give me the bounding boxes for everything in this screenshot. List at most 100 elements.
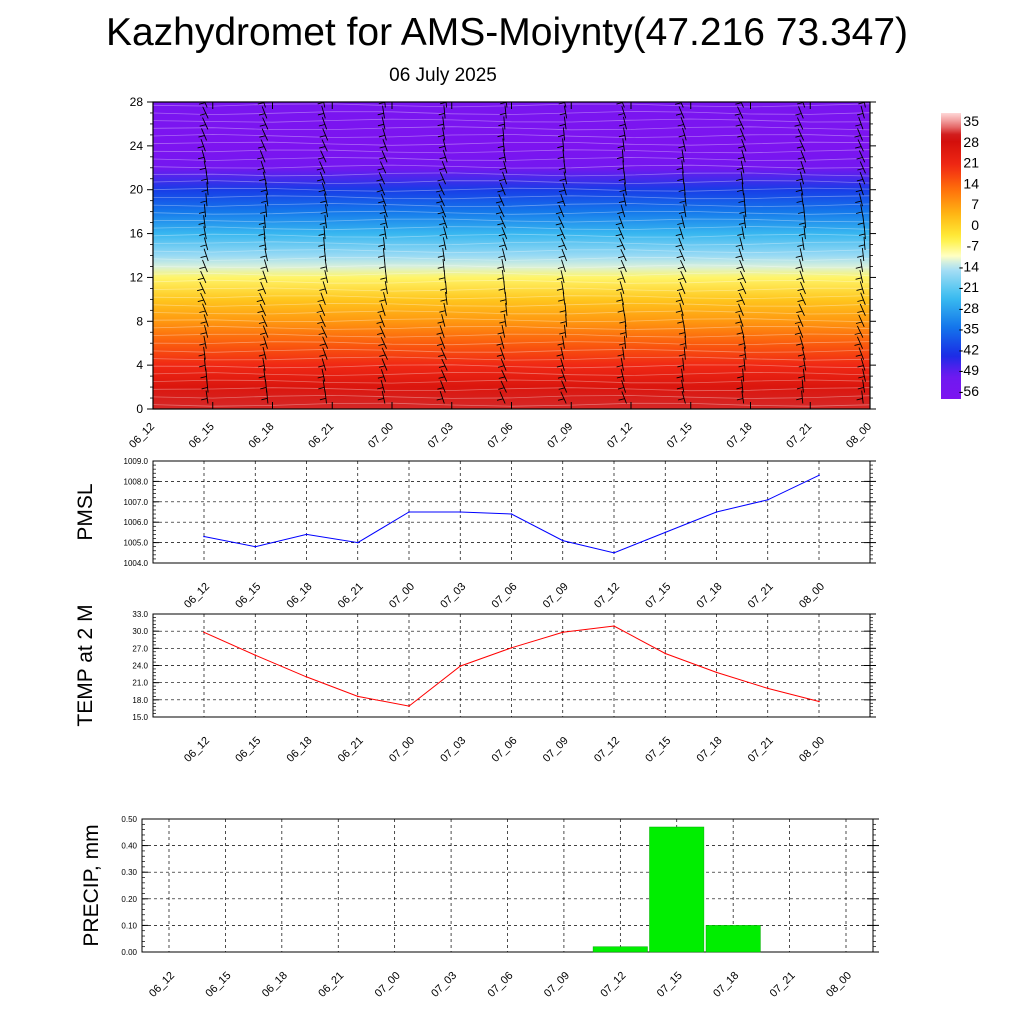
wind-barb bbox=[557, 193, 566, 207]
wind-barb bbox=[795, 128, 805, 141]
wind-barb bbox=[437, 204, 447, 218]
wind-barb bbox=[855, 270, 864, 283]
wind-barb bbox=[618, 171, 626, 185]
wind-barb bbox=[678, 204, 687, 218]
wind-barb bbox=[855, 204, 864, 218]
wind-barb bbox=[619, 116, 627, 130]
wind-barb bbox=[438, 237, 447, 251]
isotherm-line bbox=[153, 118, 870, 123]
wind-barb bbox=[739, 204, 747, 218]
xtick-label: 06_12 bbox=[182, 581, 212, 611]
wind-barb bbox=[736, 292, 746, 305]
wind-barb bbox=[198, 346, 206, 360]
wind-barb bbox=[796, 193, 804, 207]
wind-barb bbox=[200, 368, 208, 382]
isotherm-line bbox=[153, 379, 870, 384]
series-point bbox=[254, 654, 257, 656]
section-xtick-label: 06_21 bbox=[306, 421, 336, 451]
wind-barb bbox=[376, 325, 386, 338]
xtick-label: 07_12 bbox=[592, 735, 622, 765]
isotherm-line bbox=[153, 156, 870, 161]
wind-barb bbox=[320, 270, 329, 284]
wind-barb bbox=[257, 281, 267, 295]
wind-barb bbox=[437, 314, 446, 327]
section-xtick-label: 07_21 bbox=[784, 421, 814, 451]
wind-barb bbox=[317, 150, 327, 163]
wind-barb bbox=[855, 182, 864, 196]
colorbar-label: -42 bbox=[959, 341, 979, 357]
xtick-label: 07_06 bbox=[486, 970, 516, 1000]
wind-barb bbox=[795, 248, 804, 262]
wind-barb bbox=[258, 215, 266, 229]
wind-barb bbox=[318, 325, 328, 338]
ytick-label: 0.30 bbox=[121, 868, 137, 877]
isotherm-line bbox=[153, 218, 870, 223]
wind-barb bbox=[794, 117, 804, 130]
wind-barb bbox=[199, 160, 208, 174]
wind-barb bbox=[735, 237, 744, 251]
wind-barb bbox=[855, 139, 864, 152]
wind-barb bbox=[797, 160, 806, 174]
wind-barb bbox=[376, 314, 385, 327]
wind-barb bbox=[379, 292, 388, 305]
wind-barb bbox=[675, 106, 685, 119]
series-point bbox=[357, 695, 359, 698]
wind-barb bbox=[557, 138, 565, 152]
wind-barb bbox=[258, 368, 266, 382]
wind-barb bbox=[736, 390, 745, 404]
section-ytick-label: 16 bbox=[130, 227, 144, 241]
wind-barb bbox=[199, 117, 209, 130]
wind-barb bbox=[856, 390, 864, 404]
wind-barb bbox=[796, 303, 805, 316]
isotherm-line bbox=[153, 394, 870, 399]
wind-barb bbox=[495, 194, 505, 207]
wind-barb bbox=[258, 314, 268, 327]
wind-barb bbox=[856, 105, 865, 119]
wind-barb bbox=[857, 292, 866, 305]
xtick-label: 07_18 bbox=[695, 581, 725, 611]
wind-barb bbox=[437, 172, 447, 185]
wind-barb bbox=[798, 368, 806, 382]
wind-barb bbox=[319, 139, 328, 152]
wind-barb bbox=[496, 347, 506, 360]
precip-bar bbox=[649, 826, 705, 953]
wind-barb bbox=[616, 149, 624, 163]
xtick-label: 07_00 bbox=[387, 581, 417, 611]
wind-barb bbox=[259, 270, 268, 284]
xtick-label: 07_06 bbox=[490, 735, 520, 765]
wind-barb bbox=[200, 237, 209, 251]
wind-barb bbox=[560, 313, 568, 327]
isotherm-line bbox=[153, 126, 870, 131]
section-xtick-label: 06_15 bbox=[187, 421, 217, 451]
wind-barb bbox=[261, 390, 269, 404]
series-point bbox=[715, 511, 718, 513]
wind-barb bbox=[320, 193, 328, 207]
y-axis-title: PRECIP, mm bbox=[80, 824, 103, 946]
panel-frame bbox=[152, 613, 871, 718]
isotherm-line bbox=[153, 256, 870, 261]
wind-barb bbox=[498, 116, 506, 130]
isotherm-line bbox=[153, 149, 870, 154]
wind-barb bbox=[200, 325, 209, 338]
wind-barb bbox=[259, 237, 267, 251]
wind-barb bbox=[558, 380, 568, 393]
series-point bbox=[818, 474, 820, 477]
wind-barb bbox=[320, 259, 328, 272]
wind-barb bbox=[380, 281, 388, 294]
wind-barb bbox=[437, 116, 445, 130]
wind-barb bbox=[619, 324, 627, 338]
isotherm-line bbox=[153, 371, 870, 376]
wind-barb bbox=[201, 182, 209, 196]
wind-barb bbox=[557, 391, 567, 404]
isotherm-line bbox=[153, 180, 870, 185]
wind-barb bbox=[197, 270, 207, 284]
xtick-label: 07_09 bbox=[542, 970, 572, 1000]
wind-barb bbox=[618, 391, 627, 404]
isotherm-line bbox=[153, 356, 870, 361]
grid-lines bbox=[142, 819, 873, 952]
wind-barb bbox=[618, 127, 627, 141]
isotherm-line bbox=[153, 325, 870, 330]
section-xtick-label: 07_18 bbox=[725, 421, 755, 451]
wind-barb bbox=[738, 138, 747, 152]
